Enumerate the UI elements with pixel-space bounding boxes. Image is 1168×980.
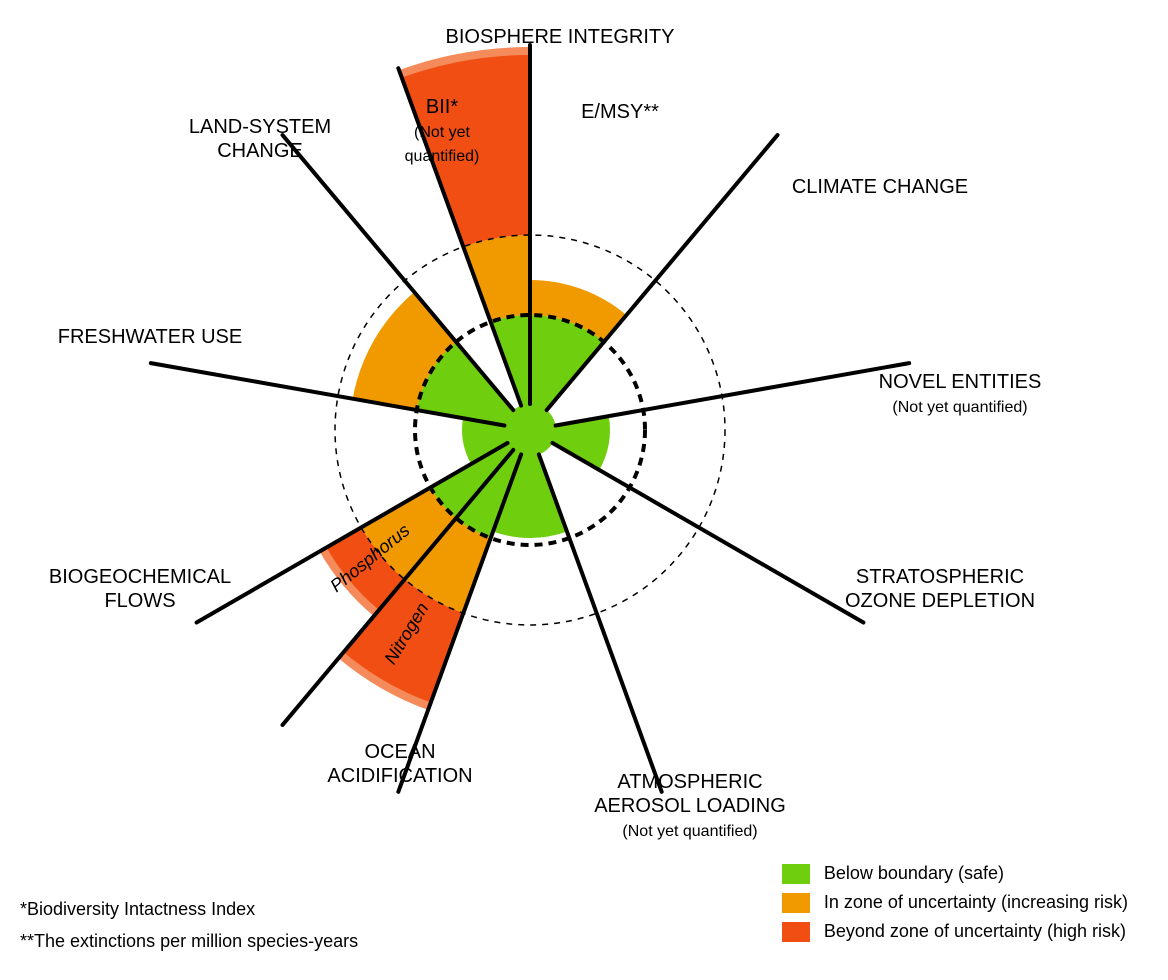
label-bgc: BIOGEOCHEMICAL FLOWS <box>40 565 240 613</box>
legend-swatch-safe <box>782 864 810 884</box>
label-aerosol: ATMOSPHERIC AEROSOL LOADING (Not yet qua… <box>560 770 820 842</box>
label-ocean: OCEAN ACIDIFICATION <box>300 740 500 788</box>
legend: Below boundary (safe) In zone of uncerta… <box>782 863 1128 950</box>
footnote-emsy: **The extinctions per million species-ye… <box>20 931 358 952</box>
legend-row-safe: Below boundary (safe) <box>782 863 1128 884</box>
label-bii-text: BII* <box>426 96 458 118</box>
legend-swatch-high-risk <box>782 922 810 942</box>
label-aerosol-sub: (Not yet quantified) <box>622 823 757 840</box>
legend-row-uncertain: In zone of uncertainty (increasing risk) <box>782 892 1128 913</box>
label-emsy: E/MSY** <box>560 100 680 124</box>
label-biosphere: BIOSPHERE INTEGRITY <box>430 25 690 49</box>
label-novel-sub: (Not yet quantified) <box>892 399 1027 416</box>
label-ozone: STRATOSPHERIC OZONE DEPLETION <box>810 565 1070 613</box>
label-novel: NOVEL ENTITIES (Not yet quantified) <box>830 370 1090 418</box>
label-novel-text: NOVEL ENTITIES <box>879 371 1042 393</box>
legend-label-uncertain: In zone of uncertainty (increasing risk) <box>824 892 1128 913</box>
legend-swatch-uncertain <box>782 893 810 913</box>
label-climate: CLIMATE CHANGE <box>770 175 990 199</box>
footnote-bii: *Biodiversity Intactness Index <box>20 899 255 920</box>
legend-label-safe: Below boundary (safe) <box>824 863 1004 884</box>
legend-row-high-risk: Beyond zone of uncertainty (high risk) <box>782 921 1128 942</box>
label-bii-sub: (Not yet quantified) <box>405 124 480 165</box>
label-aerosol-text: ATMOSPHERIC AEROSOL LOADING <box>594 771 786 817</box>
label-bii: BII* (Not yet quantified) <box>382 95 502 167</box>
legend-label-high-risk: Beyond zone of uncertainty (high risk) <box>824 921 1126 942</box>
label-land: LAND-SYSTEM CHANGE <box>150 115 370 163</box>
label-freshwater: FRESHWATER USE <box>40 325 260 349</box>
